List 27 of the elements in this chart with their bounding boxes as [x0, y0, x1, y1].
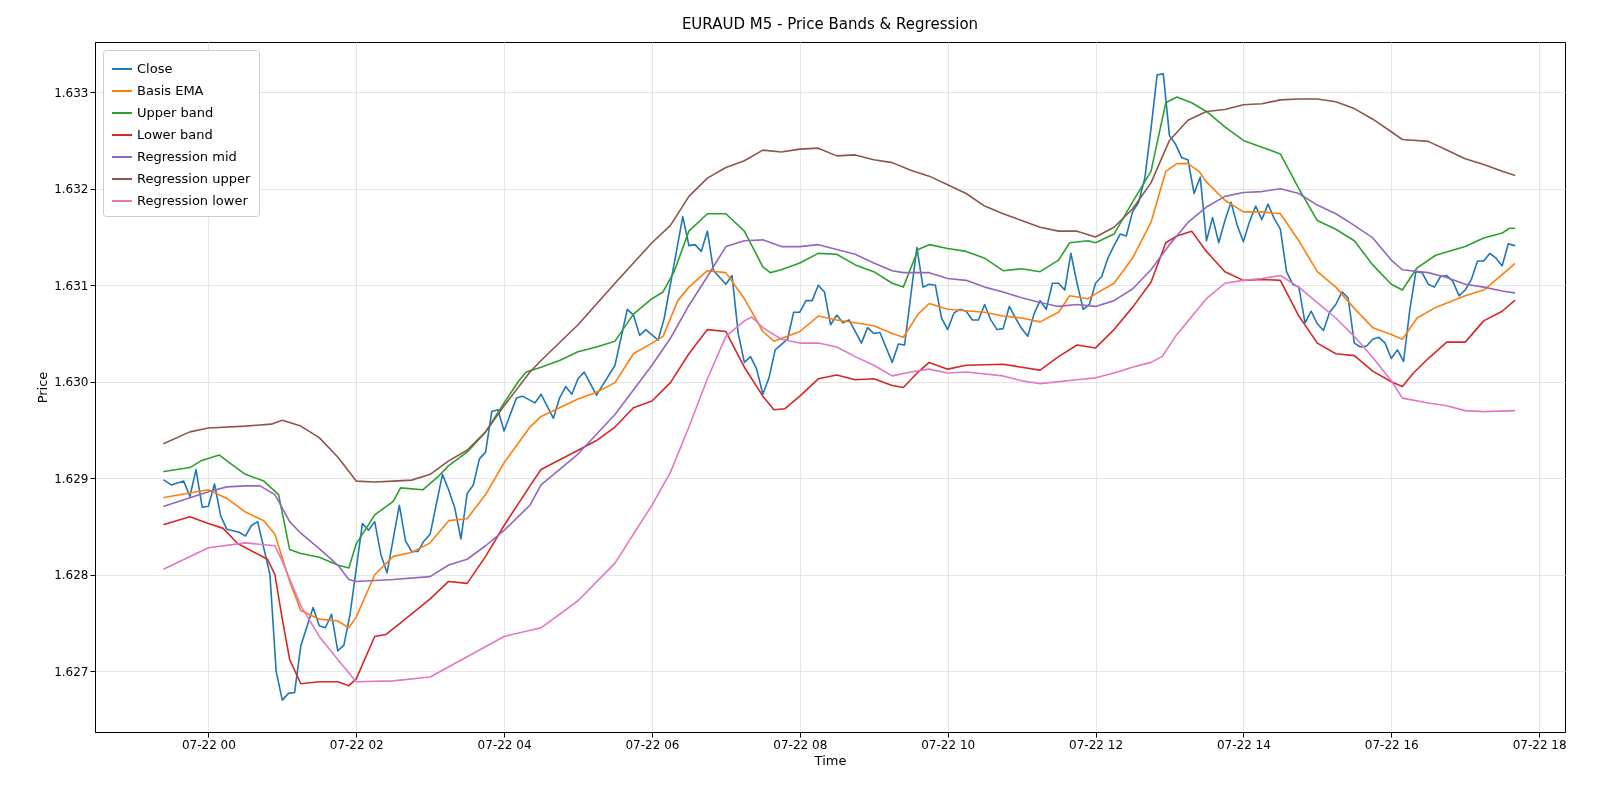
y-axis-title: Price	[35, 371, 51, 404]
legend-label: Lower band	[137, 127, 213, 142]
legend-label: Basis EMA	[137, 83, 204, 98]
x-tick-label: 07-22 18	[1512, 737, 1567, 752]
x-tick-label: 07-22 14	[1216, 737, 1271, 752]
y-tick-label: 1.631	[54, 278, 89, 293]
y-tick-label: 1.628	[54, 568, 89, 583]
x-tick-label: 07-22 16	[1364, 737, 1419, 752]
legend-label: Regression upper	[137, 171, 251, 186]
x-tick-label: 07-22 02	[329, 737, 384, 752]
y-tick-label: 1.627	[54, 664, 89, 679]
y-tick-label: 1.629	[54, 471, 89, 486]
x-tick-label: 07-22 00	[181, 737, 236, 752]
legend-label: Close	[137, 61, 173, 76]
x-tick-label: 07-22 10	[921, 737, 976, 752]
y-tick-label: 1.633	[54, 85, 89, 100]
x-tick-label: 07-22 06	[625, 737, 680, 752]
x-axis-title: Time	[813, 752, 847, 768]
chart-title: EURAUD M5 - Price Bands & Regression	[681, 15, 979, 33]
x-tick-label: 07-22 08	[773, 737, 828, 752]
legend-label: Regression lower	[137, 193, 249, 208]
legend-label: Upper band	[137, 105, 214, 120]
y-tick-label: 1.632	[54, 182, 89, 197]
x-tick-label: 07-22 12	[1069, 737, 1124, 752]
legend-label: Regression mid	[137, 149, 237, 164]
x-tick-label: 07-22 04	[477, 737, 532, 752]
y-tick-label: 1.630	[54, 375, 89, 390]
